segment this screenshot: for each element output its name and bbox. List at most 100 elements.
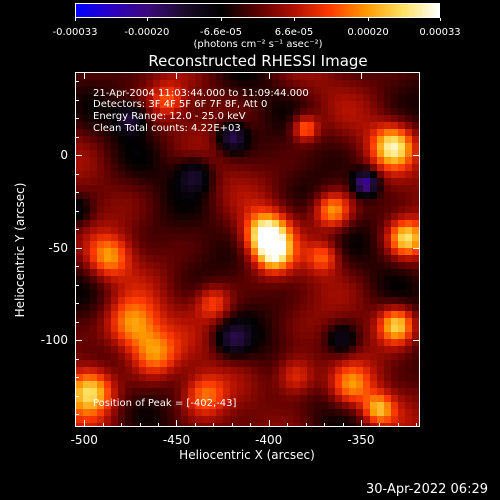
- heatmap-cell: [384, 297, 391, 304]
- heatmap-cell: [174, 381, 181, 388]
- heatmap-cell: [335, 115, 342, 122]
- heatmap-cell: [153, 311, 160, 318]
- heatmap-cell: [90, 269, 97, 276]
- heatmap-cell: [223, 199, 230, 206]
- x-axis-minor-tick: [342, 423, 344, 427]
- heatmap-cell: [160, 346, 167, 353]
- heatmap-cell: [118, 206, 125, 213]
- heatmap-cell: [90, 73, 97, 80]
- heatmap-cell: [300, 311, 307, 318]
- heatmap-cell: [398, 234, 405, 241]
- heatmap-cell: [258, 367, 265, 374]
- heatmap-cell: [76, 122, 83, 129]
- heatmap-cell: [384, 290, 391, 297]
- heatmap-cell: [90, 234, 97, 241]
- heatmap-cell: [174, 388, 181, 395]
- heatmap-cell: [314, 269, 321, 276]
- heatmap-cell: [167, 234, 174, 241]
- heatmap-cell: [90, 388, 97, 395]
- heatmap-cell: [111, 227, 118, 234]
- heatmap-cell: [328, 395, 335, 402]
- heatmap-cell: [244, 374, 251, 381]
- y-axis-minor-tick: [75, 229, 79, 231]
- heatmap-cell: [370, 94, 377, 101]
- heatmap-cell: [272, 367, 279, 374]
- heatmap-cell: [223, 416, 230, 423]
- heatmap-cell: [272, 332, 279, 339]
- heatmap-cell: [83, 192, 90, 199]
- heatmap-cell: [356, 234, 363, 241]
- heatmap-cell: [244, 416, 251, 423]
- heatmap-cell: [104, 374, 111, 381]
- heatmap-cell: [90, 150, 97, 157]
- heatmap-cell: [230, 262, 237, 269]
- heatmap-cell: [300, 409, 307, 416]
- heatmap-cell: [132, 178, 139, 185]
- heatmap-cell: [244, 332, 251, 339]
- heatmap-cell: [342, 94, 349, 101]
- heatmap-cell: [223, 346, 230, 353]
- heatmap-cell: [356, 332, 363, 339]
- heatmap-cell: [209, 199, 216, 206]
- heatmap-cell: [258, 87, 265, 94]
- heatmap-cell: [202, 353, 209, 360]
- heatmap-cell: [181, 276, 188, 283]
- heatmap-cell: [384, 423, 391, 426]
- heatmap-cell: [314, 178, 321, 185]
- heatmap-cell: [307, 353, 314, 360]
- y-axis-tick-right: [413, 247, 420, 249]
- heatmap-cell: [405, 311, 412, 318]
- heatmap-cell: [216, 332, 223, 339]
- heatmap-cell: [377, 185, 384, 192]
- heatmap-cell: [181, 94, 188, 101]
- heatmap-cell: [111, 234, 118, 241]
- heatmap-cell: [188, 101, 195, 108]
- heatmap-cell: [265, 269, 272, 276]
- heatmap-cell: [398, 129, 405, 136]
- heatmap-cell: [307, 311, 314, 318]
- heatmap-cell: [188, 388, 195, 395]
- x-axis-minor-tick: [194, 423, 196, 427]
- heatmap-cell: [230, 213, 237, 220]
- heatmap-cell: [174, 416, 181, 423]
- heatmap-cell: [160, 381, 167, 388]
- heatmap-cell: [209, 339, 216, 346]
- heatmap-cell: [202, 367, 209, 374]
- heatmap-cell: [286, 332, 293, 339]
- heatmap-cell: [167, 416, 174, 423]
- heatmap-cell: [90, 360, 97, 367]
- heatmap-cell: [265, 423, 272, 426]
- heatmap-cell: [342, 87, 349, 94]
- heatmap-cell: [412, 122, 419, 129]
- heatmap-cell: [97, 395, 104, 402]
- heatmap-cell: [349, 416, 356, 423]
- heatmap-cell: [146, 115, 153, 122]
- heatmap-cell: [370, 360, 377, 367]
- heatmap-cell: [237, 367, 244, 374]
- heatmap-cell: [244, 178, 251, 185]
- heatmap-cell: [111, 206, 118, 213]
- heatmap-cell: [237, 129, 244, 136]
- heatmap-cell: [132, 185, 139, 192]
- heatmap-cell: [111, 101, 118, 108]
- heatmap-cell: [118, 122, 125, 129]
- heatmap-cell: [202, 283, 209, 290]
- heatmap-cell: [265, 199, 272, 206]
- heatmap-cell: [398, 339, 405, 346]
- heatmap-cell: [370, 311, 377, 318]
- heatmap-cell: [97, 136, 104, 143]
- heatmap-cell: [237, 122, 244, 129]
- heatmap-cell: [139, 220, 146, 227]
- heatmap-cell: [405, 80, 412, 87]
- heatmap-cell: [300, 220, 307, 227]
- heatmap-cell: [265, 220, 272, 227]
- heatmap-cell: [153, 178, 160, 185]
- heatmap-cell: [412, 164, 419, 171]
- heatmap-cell: [132, 374, 139, 381]
- heatmap-cell: [181, 241, 188, 248]
- heatmap-cell: [328, 87, 335, 94]
- heatmap-cell: [160, 206, 167, 213]
- heatmap-cell: [335, 262, 342, 269]
- heatmap-cell: [363, 115, 370, 122]
- heatmap-cell: [321, 178, 328, 185]
